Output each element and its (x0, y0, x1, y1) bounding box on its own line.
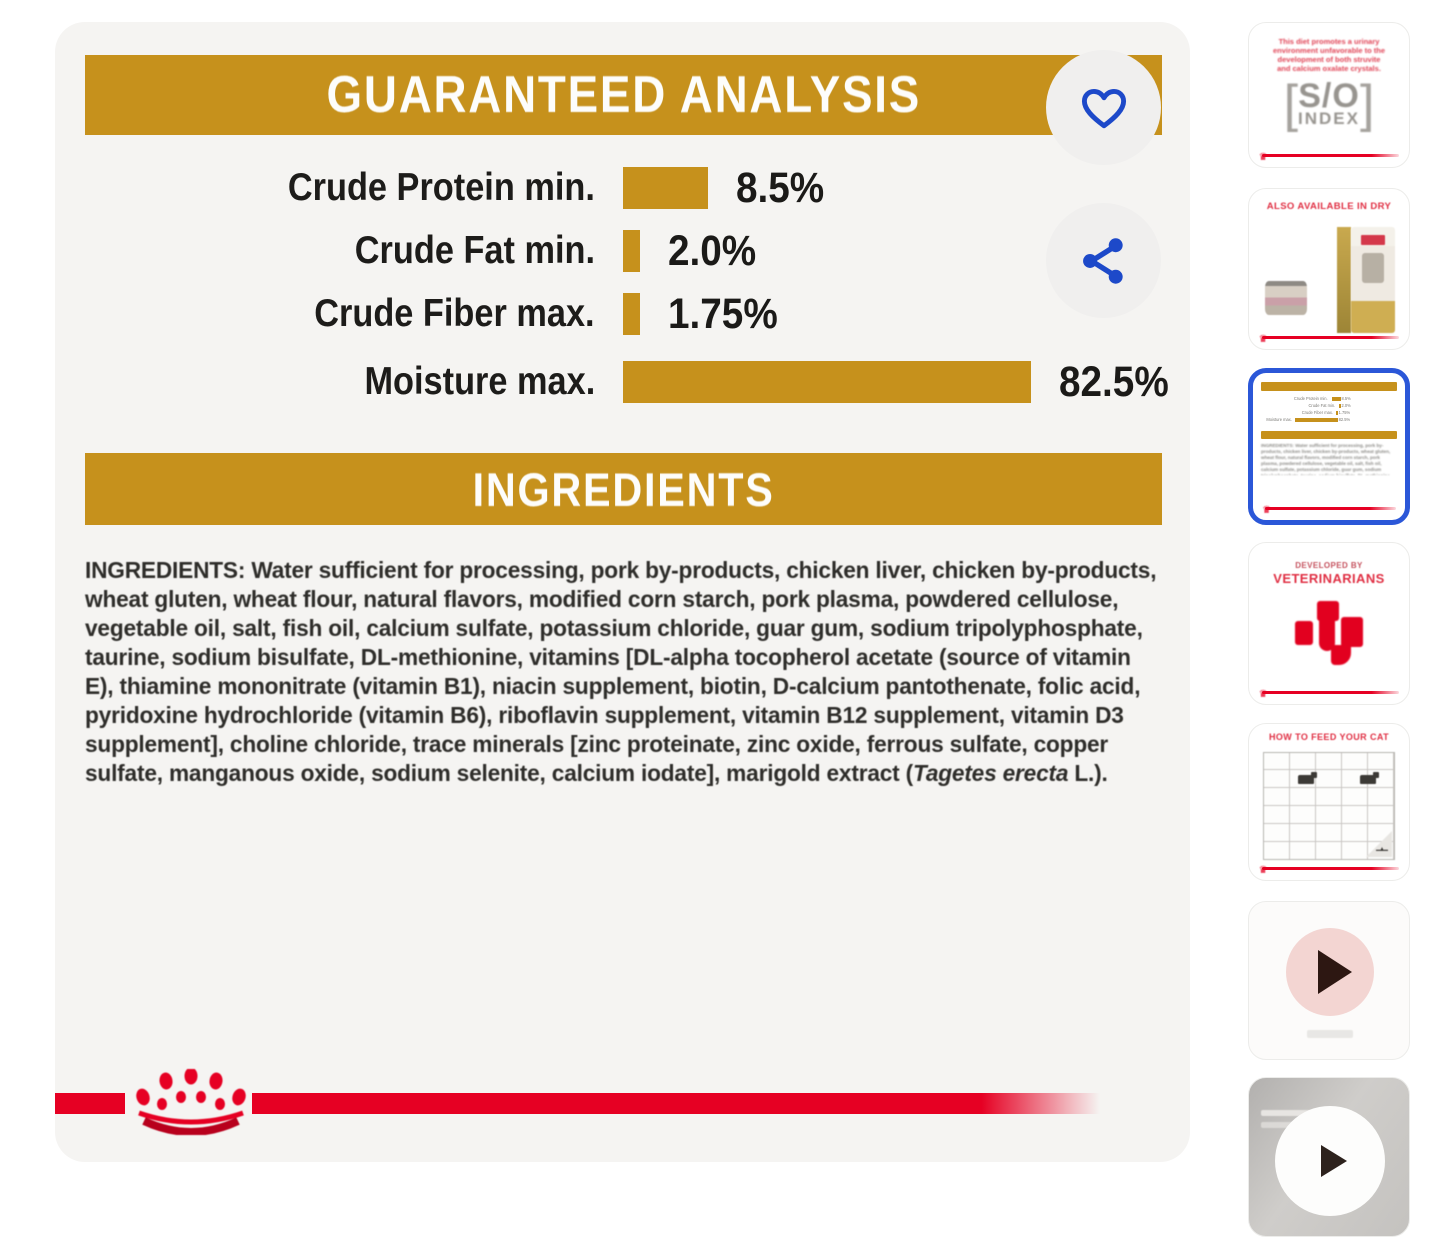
thumbnail-video-2[interactable] (1248, 1077, 1410, 1237)
ingredients-title: INGREDIENTS (472, 462, 775, 516)
dry-bag-gusset (1337, 227, 1351, 333)
product-image-viewer[interactable]: GUARANTEED ANALYSIS Crude Protein min. 8… (55, 22, 1190, 1162)
video-text-placeholder (1261, 1110, 1313, 1116)
thumb-underline (1261, 154, 1400, 157)
analysis-bar (623, 230, 640, 272)
so-index-caption: This diet promotes a urinary environment… (1272, 37, 1386, 73)
analysis-label: Crude Protein min. (287, 166, 595, 209)
analysis-value: 82.5% (1059, 357, 1169, 406)
analysis-label: Crude Fiber max. (314, 292, 595, 335)
play-button (1286, 928, 1374, 1016)
analysis-value: 2.0% (668, 226, 757, 275)
mini-crown-icon: ♛ (1258, 152, 1268, 163)
mini-ingredients-text: INGREDIENTS: Water sufficient for proces… (1261, 443, 1391, 475)
analysis-row-fat: Crude Fat min. 2.0% (83, 220, 1170, 282)
feeding-title: HOW TO FEED YOUR CAT (1268, 732, 1389, 742)
thumbnail-so-index[interactable]: This diet promotes a urinary environment… (1248, 22, 1410, 168)
vets-line1: DEVELOPED BY (1295, 561, 1363, 570)
thumb-underline (1261, 867, 1400, 870)
royal-canin-crown-logo (136, 1069, 246, 1135)
thumbnail-feeding-guide[interactable]: HOW TO FEED YOUR CAT ♛ (1248, 723, 1410, 881)
dry-bag-image (1351, 227, 1395, 333)
mini-crown-icon: ♛ (1258, 689, 1268, 700)
so-index-logo: [ S/O INDEX ] (1283, 75, 1375, 133)
brand-stripe-left (55, 1093, 125, 1114)
analysis-row-moisture: Moisture max. 82.5% (83, 351, 1170, 413)
analysis-value: 8.5% (736, 163, 825, 212)
analysis-row-fiber: Crude Fiber max. 1.75% (83, 283, 1170, 345)
share-icon (1082, 237, 1123, 284)
analysis-bar (623, 293, 640, 335)
analysis-label: Moisture max. (364, 360, 595, 403)
video-caption-placeholder (1307, 1030, 1353, 1038)
heart-icon (1081, 88, 1126, 128)
analysis-bar (623, 167, 708, 209)
feeding-table-image (1263, 752, 1395, 860)
vets-pets-icon (1295, 601, 1367, 667)
guaranteed-analysis-banner: GUARANTEED ANALYSIS (85, 55, 1162, 135)
thumbnail-label-selected[interactable]: Crude Protein min. 8.5% Crude Fat min. 2.0… (1248, 368, 1410, 525)
analysis-value: 1.75% (668, 289, 778, 338)
brand-stripe-right (252, 1093, 1100, 1114)
mini-ga-banner (1261, 382, 1397, 391)
analysis-label: Crude Fat min. (354, 229, 595, 272)
vets-line2: VETERINARIANS (1273, 571, 1385, 586)
analysis-row-protein: Crude Protein min. 8.5% (83, 157, 1170, 219)
also-dry-title: ALSO AVAILABLE IN DRY (1266, 201, 1392, 212)
ingredients-text: INGREDIENTS: Water sufficient for proces… (85, 557, 1157, 786)
mini-ingredients-banner (1261, 431, 1397, 439)
play-button (1275, 1106, 1385, 1216)
play-icon (1321, 1145, 1347, 1177)
thumbnail-video-1[interactable] (1248, 901, 1410, 1060)
mini-crown-icon: ♛ (1258, 334, 1268, 345)
analysis-bar (623, 361, 1031, 403)
thumbnail-also-in-dry[interactable]: ALSO AVAILABLE IN DRY ♛ (1248, 188, 1410, 350)
mini-crown-icon: ♛ (1262, 505, 1272, 516)
favorite-button[interactable] (1046, 50, 1161, 165)
guaranteed-analysis-title: GUARANTEED ANALYSIS (326, 66, 921, 124)
thumb-underline (1261, 336, 1400, 339)
thumbnail-veterinarians[interactable]: DEVELOPED BY VETERINARIANS ♛ (1248, 542, 1410, 705)
thumb-underline (1265, 507, 1396, 510)
share-button[interactable] (1046, 203, 1161, 318)
thumb-underline (1261, 691, 1400, 694)
ingredients-banner: INGREDIENTS (85, 453, 1162, 525)
ingredients-latin-name: Tagetes erecta (913, 760, 1069, 786)
mini-crown-icon: ♛ (1258, 865, 1268, 876)
wet-can-image (1265, 281, 1307, 315)
play-icon (1318, 950, 1352, 994)
